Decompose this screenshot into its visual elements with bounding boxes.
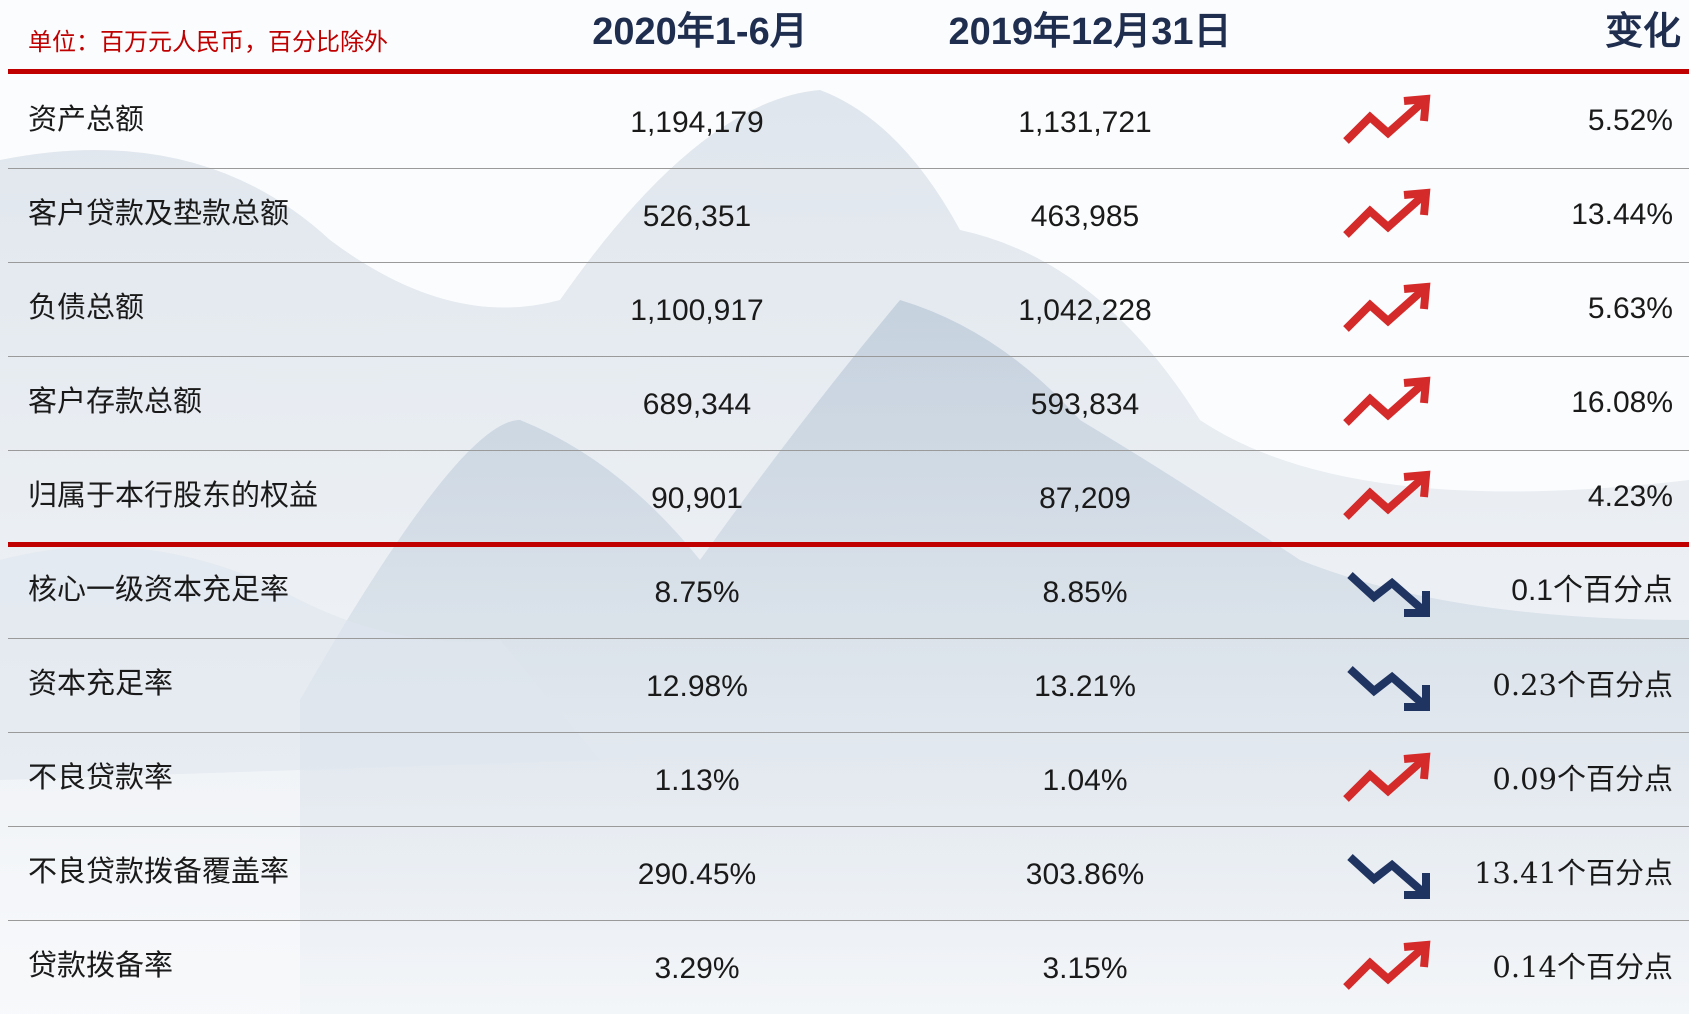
unit-note: 单位：百万元人民币，百分比除外 xyxy=(28,22,388,62)
row-label: 资产总额 xyxy=(28,99,144,139)
previous-value: 463,985 xyxy=(1031,197,1139,237)
previous-value: 593,834 xyxy=(1031,385,1139,425)
row-label: 资本充足率 xyxy=(28,663,173,703)
row-rule xyxy=(8,168,1689,169)
row-rule xyxy=(8,638,1689,639)
row-label: 客户存款总额 xyxy=(28,381,202,421)
row-rule xyxy=(8,356,1689,357)
current-value: 8.75% xyxy=(654,573,739,613)
current-value: 526,351 xyxy=(643,197,751,237)
trend-arrow xyxy=(1340,749,1440,809)
section-rule xyxy=(8,542,1689,547)
column-header: 2020年1-6月 xyxy=(592,12,807,52)
change-value: 13.44% xyxy=(1571,195,1673,235)
row-label: 不良贷款拨备覆盖率 xyxy=(28,851,289,891)
trend-arrow xyxy=(1340,561,1440,621)
row-label: 归属于本行股东的权益 xyxy=(28,475,318,515)
row-rule xyxy=(8,450,1689,451)
current-value: 3.29% xyxy=(654,949,739,989)
previous-value: 1,131,721 xyxy=(1018,103,1151,143)
row-label: 负债总额 xyxy=(28,287,144,327)
previous-value: 13.21% xyxy=(1034,667,1136,707)
change-value: 0.23个百分点 xyxy=(1492,665,1673,705)
trend-arrow xyxy=(1340,843,1440,903)
column-header: 变化 xyxy=(1605,12,1681,52)
trend-arrow xyxy=(1340,467,1440,527)
row-label: 核心一级资本充足率 xyxy=(28,569,289,609)
change-value: 0.09个百分点 xyxy=(1492,759,1673,799)
page: 单位：百万元人民币，百分比除外 2020年1-6月 2019年12月31日 变化资产总… xyxy=(0,0,1689,1014)
previous-value: 8.85% xyxy=(1042,573,1127,613)
current-value: 12.98% xyxy=(646,667,748,707)
row-rule xyxy=(8,826,1689,827)
change-value: 4.23% xyxy=(1588,477,1673,517)
previous-value: 87,209 xyxy=(1039,479,1131,519)
header-rule xyxy=(8,69,1689,74)
row-rule xyxy=(8,732,1689,733)
change-value: 16.08% xyxy=(1571,383,1673,423)
current-value: 1.13% xyxy=(654,761,739,801)
change-value: 0.14个百分点 xyxy=(1492,947,1673,987)
row-rule xyxy=(8,920,1689,921)
row-rule xyxy=(8,262,1689,263)
row-label: 客户贷款及垫款总额 xyxy=(28,193,289,233)
change-value: 13.41个百分点 xyxy=(1474,853,1673,893)
trend-arrow xyxy=(1340,655,1440,715)
previous-value: 303.86% xyxy=(1026,855,1144,895)
trend-arrow xyxy=(1340,279,1440,339)
change-value: 0.1个百分点 xyxy=(1511,571,1673,611)
trend-arrow xyxy=(1340,91,1440,151)
previous-value: 1,042,228 xyxy=(1018,291,1151,331)
row-label: 贷款拨备率 xyxy=(28,945,173,985)
previous-value: 3.15% xyxy=(1042,949,1127,989)
current-value: 1,194,179 xyxy=(630,103,763,143)
trend-arrow xyxy=(1340,373,1440,433)
change-value: 5.52% xyxy=(1588,101,1673,141)
change-value: 5.63% xyxy=(1588,289,1673,329)
previous-value: 1.04% xyxy=(1042,761,1127,801)
current-value: 290.45% xyxy=(638,855,756,895)
current-value: 689,344 xyxy=(643,385,751,425)
trend-arrow xyxy=(1340,937,1440,997)
current-value: 1,100,917 xyxy=(630,291,763,331)
row-label: 不良贷款率 xyxy=(28,757,173,797)
trend-arrow xyxy=(1340,185,1440,245)
current-value: 90,901 xyxy=(651,479,743,519)
column-header: 2019年12月31日 xyxy=(948,12,1231,52)
